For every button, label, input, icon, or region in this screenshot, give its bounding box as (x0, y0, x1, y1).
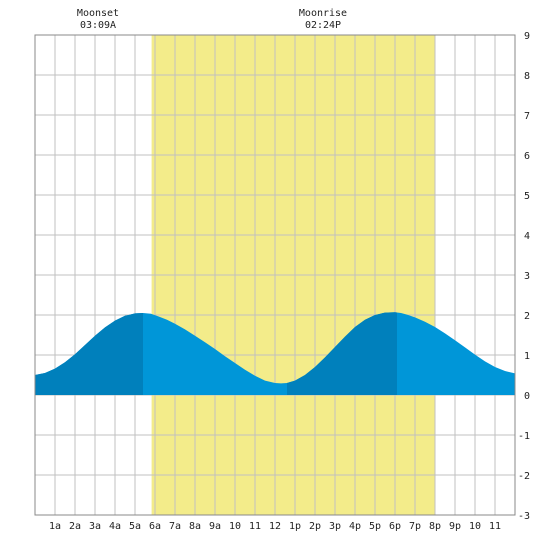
tide-area-dark-band (287, 312, 397, 395)
x-tick-label: 10 (469, 521, 481, 532)
plot-border (34, 34, 516, 516)
y-tick-label: -3 (518, 511, 530, 522)
moon-event-time: 03:09A (80, 20, 116, 31)
y-tick-label: 2 (524, 311, 530, 322)
x-tick-label: 10 (229, 521, 241, 532)
x-tick-label: 8a (189, 521, 201, 532)
moon-event-time: 02:24P (305, 20, 341, 31)
x-tick-label: 3p (329, 521, 341, 532)
x-tick-label: 9p (449, 521, 461, 532)
y-tick-label: 1 (524, 351, 530, 362)
y-tick-label: -2 (518, 471, 530, 482)
x-tick-label: 3a (89, 521, 101, 532)
x-tick-label: 4a (109, 521, 121, 532)
x-tick-label: 1p (289, 521, 301, 532)
y-tick-label: 7 (524, 111, 530, 122)
x-tick-label: 2a (69, 521, 81, 532)
horizontal-gridlines (35, 74, 515, 476)
x-tick-labels: 1a 2a 3a 4a 5a 6a 7a 8a 9a 10 11 12 1p 2p 3p 4p 5p 6p 7p 8p… (49, 521, 501, 532)
y-tick-label: -1 (518, 431, 530, 442)
x-tick-label: 7a (169, 521, 181, 532)
x-tick-label: 12 (269, 521, 281, 532)
x-tick-label: 5p (369, 521, 381, 532)
x-tick-label: 6p (389, 521, 401, 532)
y-tick-label: 9 (524, 31, 530, 42)
moon-event-label: Moonrise (299, 8, 347, 19)
x-tick-label: 4p (349, 521, 361, 532)
x-tick-label: 2p (309, 521, 321, 532)
y-tick-label: 8 (524, 71, 530, 82)
y-tick-label: 5 (524, 191, 530, 202)
tide-area (35, 312, 515, 395)
y-tick-label: 3 (524, 271, 530, 282)
x-tick-label: 11 (489, 521, 501, 532)
y-tick-label: 4 (524, 231, 530, 242)
y-tick-labels: -3 -2 -1 0 1 2 3 4 5 6 7 8 9 (518, 31, 530, 522)
y-tick-label: 0 (524, 391, 530, 402)
moon-event-label: Moonset (77, 8, 119, 19)
x-tick-label: 11 (249, 521, 261, 532)
x-tick-label: 5a (129, 521, 141, 532)
y-tick-label: 6 (524, 151, 530, 162)
x-tick-label: 7p (409, 521, 421, 532)
x-tick-label: 6a (149, 521, 161, 532)
x-tick-label: 9a (209, 521, 221, 532)
x-tick-label: 8p (429, 521, 441, 532)
x-tick-label: 1a (49, 521, 61, 532)
tide-area-dark-band (35, 313, 143, 395)
